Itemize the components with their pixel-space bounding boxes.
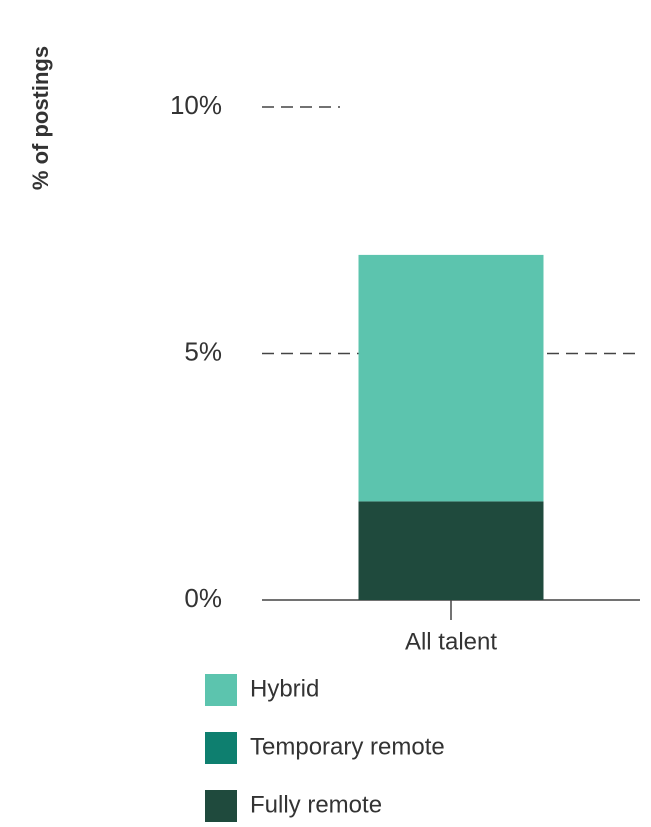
legend-label: Temporary remote [250,733,445,760]
x-tick-label: All talent [405,628,497,655]
legend-swatch [205,674,237,706]
legend-swatch [205,732,237,764]
y-tick-label: 0% [184,583,222,613]
legend-label: Hybrid [250,675,319,702]
legend-label: Fully remote [250,791,382,818]
bar-segment [358,254,544,502]
y-tick-label: 10% [170,90,222,120]
legend-swatch [205,790,237,822]
bar-segment [358,501,544,600]
y-tick-label: 5% [184,336,222,366]
y-axis-label: % of postings [28,46,53,190]
